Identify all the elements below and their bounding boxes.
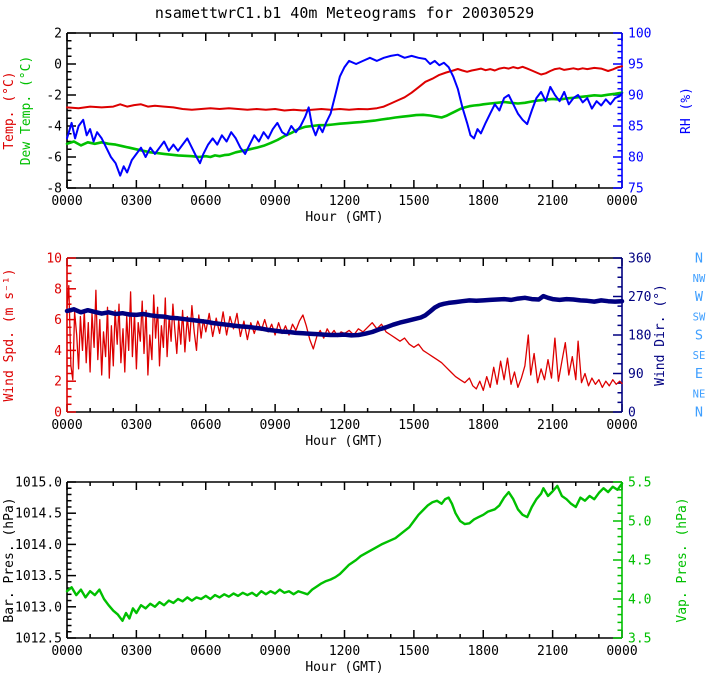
compass-label-e-90: E	[695, 366, 703, 382]
y-tick-label: 2	[54, 27, 62, 42]
left-axis-title: Bar. Pres. (hPa)	[2, 497, 17, 622]
y-tick-label: 0	[54, 58, 62, 73]
y-tick-label: 85	[628, 120, 644, 135]
x-tick-label: 0000	[51, 194, 82, 209]
x-tick-label: 0300	[121, 194, 152, 209]
left-axis-title: Wind Spd. (m s⁻¹)	[2, 268, 17, 401]
x-tick-label: 1800	[468, 644, 499, 659]
x-tick-label: 0000	[606, 418, 637, 433]
x-axis-title: Hour (GMT)	[305, 210, 383, 225]
x-tick-label: 0000	[606, 194, 637, 209]
x-axis-title: Hour (GMT)	[305, 434, 383, 449]
left-axis-title: Temp. (°C)	[2, 71, 17, 149]
x-tick-label: 0000	[51, 644, 82, 659]
compass-label-se-135: SE	[693, 350, 706, 362]
compass-label-n-360: N	[695, 251, 703, 267]
x-tick-label: 1200	[329, 418, 360, 433]
y-tick-label: 1013.5	[15, 569, 62, 584]
right-axis-title: RH (%)	[679, 87, 694, 134]
y-tick-label: 4.0	[628, 593, 651, 608]
y-tick-label: -2	[46, 89, 62, 104]
series-wind_speed	[66, 285, 623, 392]
x-tick-label: 1800	[468, 418, 499, 433]
y-tick-label: 0	[54, 406, 62, 421]
compass-label-n-0: N	[695, 405, 703, 421]
x-tick-label: 0000	[51, 418, 82, 433]
panel-wind: 0000 0300 0600 0900 1200 1500 1800 2100 0000Hour…	[2, 251, 706, 450]
y-tick-label: 75	[628, 182, 644, 197]
y-tick-label: 90	[628, 89, 644, 104]
y-tick-label: 8	[54, 282, 62, 297]
y-tick-label: -4	[46, 120, 62, 135]
series-temperature	[66, 65, 623, 112]
compass-label-ne-45: NE	[693, 388, 706, 400]
compass-label-sw-225: SW	[693, 311, 706, 323]
x-tick-label: 0900	[259, 194, 290, 209]
y-tick-label: 5.5	[628, 476, 651, 491]
figure-title: nsamettwrC1.b1 40m Meteograms for 200305…	[154, 4, 535, 22]
x-tick-label: 0300	[121, 644, 152, 659]
y-tick-label: 180	[628, 329, 651, 344]
y-tick-label: 3.5	[628, 632, 651, 647]
compass-label-s-180: S	[695, 328, 703, 344]
y-tick-label: 5.0	[628, 515, 651, 530]
x-tick-label: 1800	[468, 194, 499, 209]
x-tick-label: 2100	[537, 644, 568, 659]
x-tick-label: 0300	[121, 418, 152, 433]
x-tick-label: 0600	[190, 194, 221, 209]
x-tick-label: 2100	[537, 418, 568, 433]
y-tick-label: 10	[46, 252, 62, 267]
y-tick-label: 4	[54, 344, 62, 359]
x-tick-label: 0900	[259, 418, 290, 433]
y-tick-label: 1012.5	[15, 632, 62, 647]
y-tick-label: 100	[628, 27, 651, 42]
x-tick-label: 1200	[329, 194, 360, 209]
x-tick-label: 1500	[398, 644, 429, 659]
x-tick-label: 1500	[398, 194, 429, 209]
y-tick-label: -8	[46, 182, 62, 197]
right-axis-title: Vap. Pres. (hPa)	[675, 497, 690, 622]
right-axis-title: Wind Dir. (°)	[653, 284, 668, 386]
x-tick-label: 2100	[537, 194, 568, 209]
y-tick-label: 4.5	[628, 554, 651, 569]
x-axis-title: Hour (GMT)	[305, 660, 383, 675]
y-tick-label: 80	[628, 151, 644, 166]
compass-label-w-270: W	[695, 289, 704, 305]
y-tick-label: 1014.0	[15, 538, 62, 553]
y-tick-label: 1013.0	[15, 600, 62, 615]
y-tick-label: 1015.0	[15, 476, 62, 491]
series-wind_direction	[64, 293, 625, 338]
x-tick-label: 1200	[329, 644, 360, 659]
y-tick-label: 0	[628, 406, 636, 421]
x-tick-label: 0600	[190, 644, 221, 659]
panel-pressure: 0000 0300 0600 0900 1200 1500 1800 2100 0000 Hour…	[2, 476, 690, 675]
y-tick-label: 360	[628, 252, 651, 267]
x-tick-label: 0600	[190, 418, 221, 433]
y-tick-label: 95	[628, 58, 644, 73]
series-dew_point	[65, 91, 624, 159]
y-tick-label: 90	[628, 367, 644, 382]
y-tick-label: 270	[628, 290, 651, 305]
compass-label-nw-315: NW	[693, 273, 706, 285]
series-vapor_pressure	[65, 482, 624, 622]
y-tick-label: -6	[46, 151, 62, 166]
series-relative_humidity	[66, 53, 623, 177]
x-tick-label: 0000	[606, 644, 637, 659]
left-axis-title: Dew Temp. (°C)	[19, 56, 34, 166]
y-tick-label: 1014.5	[15, 507, 62, 522]
y-tick-label: 2	[54, 375, 62, 390]
y-tick-label: 6	[54, 313, 62, 328]
x-tick-label: 1500	[398, 418, 429, 433]
x-tick-label: 0900	[259, 644, 290, 659]
panel-temp-rh: 0000 0300 0600 0900 1200 1500 1800 2100 0000Hour…	[2, 27, 694, 226]
